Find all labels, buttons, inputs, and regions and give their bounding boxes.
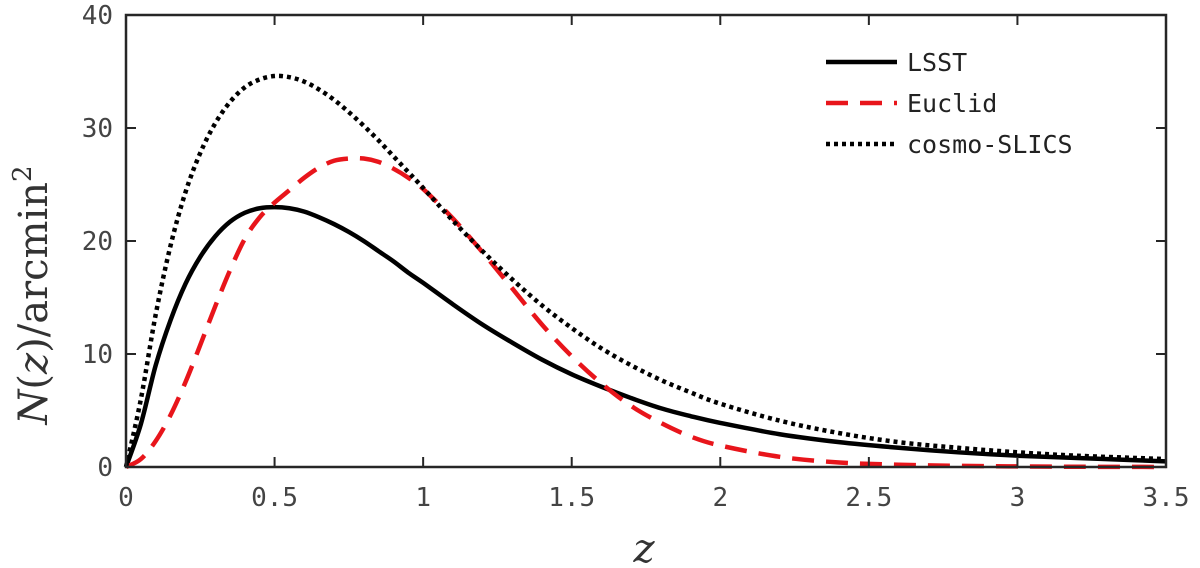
axes-box <box>124 13 1168 469</box>
axes-frame <box>124 13 1168 469</box>
y-tick-label: 0 <box>97 453 113 483</box>
series-line-lsst <box>123 204 1167 468</box>
x-tick-label: 3.5 <box>1143 483 1190 513</box>
y-tick-label: 10 <box>82 340 113 370</box>
x-tick-label: 3 <box>1010 483 1026 513</box>
x-tick-label: 0 <box>118 483 134 513</box>
x-tick-label: 0.5 <box>251 483 298 513</box>
y-tick-label: 30 <box>82 114 113 144</box>
plot-area <box>126 15 1166 467</box>
legend-label-lsst: LSST <box>907 48 967 77</box>
series-layer <box>123 73 1167 470</box>
x-tick-label: 1.5 <box>548 483 595 513</box>
x-tick-label: 2.5 <box>845 483 892 513</box>
y-axis-title-open: ( <box>11 374 57 390</box>
y-tick-label: 20 <box>82 227 113 257</box>
y-axis-title-exponent: 2 <box>8 165 38 182</box>
x-tick-label: 1 <box>415 483 431 513</box>
y-axis-title-z: z <box>11 352 57 375</box>
y-axis-title: N(z)/arcmin2 <box>8 165 57 425</box>
legend-label-euclid: Euclid <box>907 89 997 118</box>
series-line-cosmo-slics <box>123 73 1167 468</box>
x-axis-title: z <box>632 526 655 568</box>
y-axis-title-unit: )/arcmin <box>11 182 57 353</box>
series-line-euclid <box>124 155 1167 470</box>
tick-labels: 0 0.5 1 1.5 2 2.5 3 3.5 0 10 20 30 40 <box>82 1 1190 513</box>
legend: LSST Euclid cosmo-SLICS <box>826 48 1073 159</box>
plot-background <box>126 15 1166 467</box>
x-tick-label: 2 <box>712 483 728 513</box>
legend-label-cosmo-slics: cosmo-SLICS <box>907 130 1073 159</box>
y-axis-title-n: N <box>11 388 57 426</box>
y-tick-label: 40 <box>82 1 113 31</box>
